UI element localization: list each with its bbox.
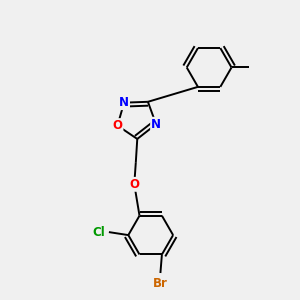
Text: N: N: [119, 96, 129, 109]
Text: O: O: [129, 178, 139, 191]
Text: N: N: [151, 118, 161, 131]
Text: Cl: Cl: [93, 226, 105, 238]
Text: O: O: [112, 119, 122, 132]
Text: Br: Br: [153, 277, 168, 290]
